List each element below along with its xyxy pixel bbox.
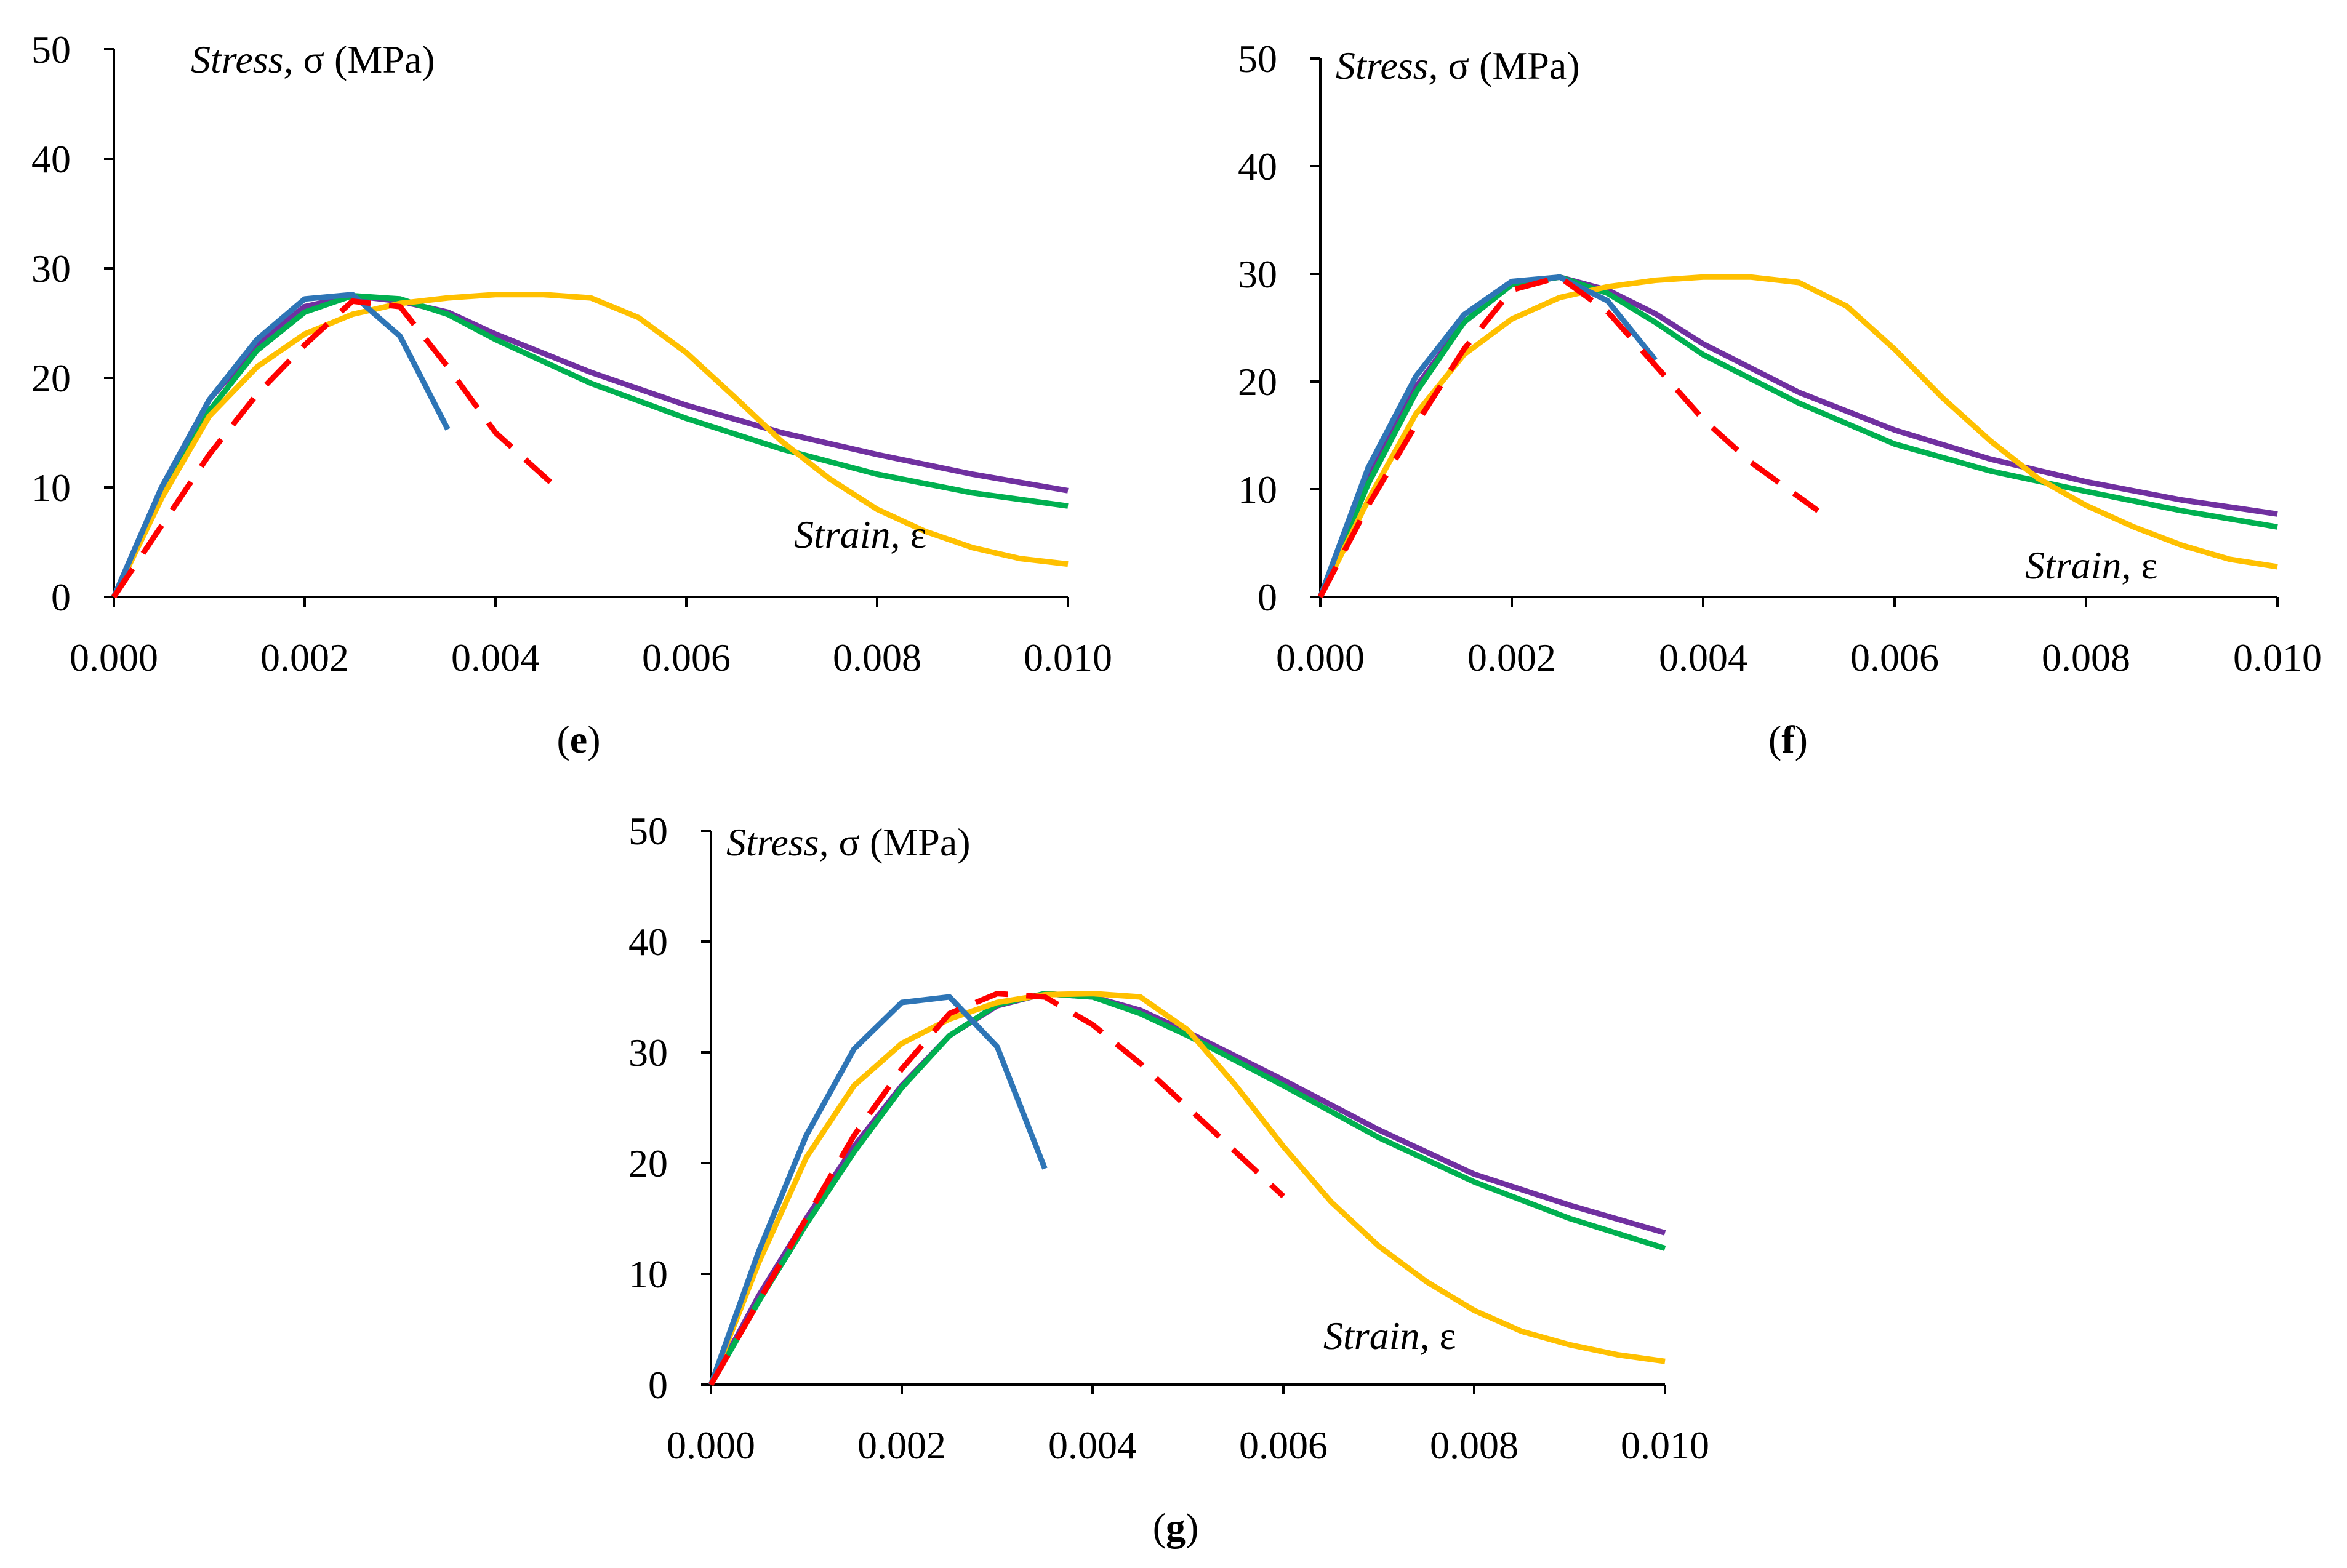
chart-e-ylabel-rest: σ (MPa) bbox=[294, 38, 435, 81]
chart-f-x-tick-label: 0.004 bbox=[1659, 636, 1747, 679]
chart-f-x-tick-label: 0.008 bbox=[2042, 636, 2130, 679]
chart-e-x-tick-label: 0.006 bbox=[642, 636, 731, 679]
chart-f-ylabel-italic: Stress, bbox=[1336, 44, 1438, 87]
chart-panel-e: 0 10 20 30 40 50 0.000 0.002 0.004 0.006 0.008 0.01… bbox=[0, 0, 1145, 782]
chart-e-y-tick-label: 30 bbox=[31, 247, 71, 290]
chart-e-y-tick-label: 40 bbox=[31, 137, 71, 181]
chart-e-x-tick-label: 0.010 bbox=[1024, 636, 1112, 679]
chart-e-series-blue bbox=[111, 292, 451, 598]
chart-g-caption-letter: g bbox=[1166, 1505, 1186, 1549]
chart-e-x-tick-label: 0.004 bbox=[451, 636, 540, 679]
chart-g-xlabel-rest: ε bbox=[1429, 1314, 1456, 1358]
chart-g-series-blue bbox=[708, 994, 1048, 1386]
chart-e-xlabel-italic: Strain, bbox=[794, 513, 900, 556]
chart-e-x-tick-label: 0.002 bbox=[260, 636, 349, 679]
chart-f-xlabel-rest: ε bbox=[2131, 543, 2157, 587]
chart-e-ylabel: Stress, σ (MPa) bbox=[191, 38, 435, 81]
chart-e-ylabel-italic: Stress, bbox=[191, 38, 294, 81]
chart-e-svg: 0 10 20 30 40 50 0.000 0.002 0.004 0.006 0.008 0.01… bbox=[31, 28, 1112, 761]
chart-f-caption-letter: f bbox=[1781, 718, 1795, 761]
chart-g-svg: 0 10 20 30 40 50 0.000 0.002 0.004 0.006 0.008 0.01… bbox=[628, 809, 1709, 1549]
chart-g-series-yellow bbox=[708, 991, 1666, 1386]
chart-e-y-tick-label: 10 bbox=[31, 466, 71, 510]
chart-g-caption: (g) bbox=[1153, 1505, 1199, 1549]
chart-panel-f: 0 10 20 30 40 50 0.000 0.002 0.004 0.006 0.008 0.01… bbox=[1210, 0, 2347, 782]
chart-g-y-tick-label: 10 bbox=[628, 1252, 668, 1296]
chart-g-x-tick-label: 0.000 bbox=[667, 1423, 755, 1467]
chart-f-caption: (f) bbox=[1768, 718, 1808, 761]
chart-f-y-tick-label: 0 bbox=[1258, 575, 1277, 619]
chart-f-y-tick-label: 30 bbox=[1238, 252, 1277, 296]
chart-f-y-tick-label: 50 bbox=[1238, 37, 1277, 81]
chart-f-x-tick-label: 0.002 bbox=[1467, 636, 1556, 679]
chart-g-xlabel-italic: Strain, bbox=[1323, 1314, 1429, 1358]
chart-e-y-tick-label: 50 bbox=[31, 28, 71, 71]
chart-f-ylabel: Stress, σ (MPa) bbox=[1336, 44, 1580, 87]
chart-e-series-green bbox=[111, 293, 1069, 598]
chart-g-y-tick-label: 30 bbox=[628, 1031, 668, 1074]
chart-g-y-tick-label: 20 bbox=[628, 1142, 668, 1185]
chart-e-x-tick-label: 0.008 bbox=[833, 636, 921, 679]
chart-f-x-tick-label: 0.006 bbox=[1850, 636, 1939, 679]
chart-e-caption-letter: e bbox=[570, 718, 587, 761]
chart-g-x-tick-label: 0.010 bbox=[1621, 1423, 1709, 1467]
chart-g-ylabel-italic: Stress, bbox=[726, 820, 829, 864]
chart-e-xlabel: Strain, ε bbox=[794, 513, 926, 556]
chart-g-plot: 0 10 20 30 40 50 0.000 0.002 0.004 0.006 0.008 0.01… bbox=[628, 809, 1709, 1467]
chart-g-ylabel: Stress, σ (MPa) bbox=[726, 820, 971, 864]
chart-g-ylabel-rest: σ (MPa) bbox=[829, 820, 971, 864]
chart-g-xlabel: Strain, ε bbox=[1323, 1314, 1456, 1358]
chart-e-series-red-dashed bbox=[111, 298, 564, 599]
chart-g-x-tick-label: 0.008 bbox=[1430, 1423, 1519, 1467]
chart-g-x-tick-label: 0.004 bbox=[1048, 1423, 1137, 1467]
chart-f-series-red-dashed bbox=[1318, 274, 1820, 599]
chart-f-y-tick-label: 10 bbox=[1238, 468, 1277, 511]
chart-e-y-tick-label: 20 bbox=[31, 356, 71, 400]
chart-g-y-tick-label: 0 bbox=[648, 1363, 668, 1407]
chart-g-x-tick-label: 0.002 bbox=[857, 1423, 946, 1467]
chart-e-y-tick-label: 0 bbox=[51, 575, 71, 619]
chart-f-plot: 0 10 20 30 40 50 0.000 0.002 0.004 0.006 0.008 0.01… bbox=[1238, 37, 2322, 679]
chart-f-series-yellow bbox=[1317, 274, 2278, 598]
chart-e-xlabel-rest: ε bbox=[900, 513, 926, 556]
chart-e-caption: (e) bbox=[556, 718, 600, 761]
chart-g-y-tick-label: 50 bbox=[628, 809, 668, 853]
chart-g-x-tick-label: 0.006 bbox=[1239, 1423, 1328, 1467]
chart-f-x-tick-label: 0.000 bbox=[1276, 636, 1365, 679]
chart-e-x-tick-label: 0.000 bbox=[70, 636, 158, 679]
chart-f-ylabel-rest: σ (MPa) bbox=[1438, 44, 1580, 87]
chart-f-xlabel: Strain, ε bbox=[2025, 543, 2157, 587]
chart-e-plot: 0 10 20 30 40 50 0.000 0.002 0.004 0.006 0.008 0.01… bbox=[31, 28, 1112, 679]
chart-f-y-tick-label: 20 bbox=[1238, 360, 1277, 404]
chart-f-svg: 0 10 20 30 40 50 0.000 0.002 0.004 0.006 0.008 0.01… bbox=[1238, 37, 2322, 761]
chart-f-x-tick-label: 0.010 bbox=[2233, 636, 2322, 679]
chart-g-y-tick-label: 40 bbox=[628, 920, 668, 964]
chart-e-series-yellow bbox=[111, 292, 1069, 598]
chart-f-xlabel-italic: Strain, bbox=[2025, 543, 2131, 587]
chart-g-series-red-dashed bbox=[708, 991, 1286, 1386]
chart-f-series-blue bbox=[1317, 274, 1658, 598]
chart-panel-g: 0 10 20 30 40 50 0.000 0.002 0.004 0.006 0.008 0.01… bbox=[597, 778, 1742, 1560]
chart-f-y-tick-label: 40 bbox=[1238, 145, 1277, 188]
